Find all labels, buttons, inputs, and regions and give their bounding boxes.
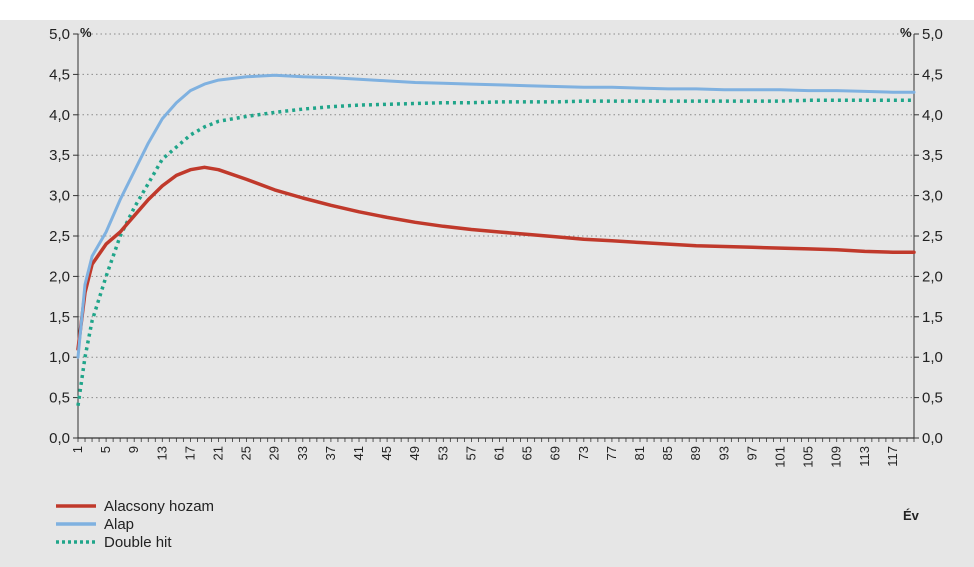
- x-tick-label: 105: [801, 446, 816, 468]
- y-tick-label-right: 4,5: [922, 66, 943, 83]
- y-tick-label-right: 0,0: [922, 430, 943, 447]
- y-tick-label-left: 2,0: [49, 268, 70, 285]
- y-tick-label-left: 1,0: [49, 349, 70, 366]
- y-tick-label-left: 4,0: [49, 107, 70, 124]
- x-tick-label: 41: [351, 446, 366, 460]
- y-tick-label-right: 0,5: [922, 390, 943, 407]
- x-tick-label: 25: [239, 446, 254, 460]
- legend-label: Alap: [104, 516, 134, 533]
- y-tick-label-right: 4,0: [922, 107, 943, 124]
- gridlines: [73, 33, 919, 439]
- x-tick-label: 101: [773, 446, 788, 468]
- series-line-alacsony-hozam: [76, 165, 916, 351]
- y-tick-label-left: 0,0: [49, 430, 70, 447]
- y-axis-left: 0,0 0,5 1,0 1,5 2,0 2,5 3,0 3,5 4,0 4,5 5,0: [49, 26, 70, 447]
- x-tick-label: 53: [435, 446, 450, 460]
- x-tick-label: 9: [126, 446, 141, 453]
- x-tick-label: 97: [744, 446, 759, 460]
- y-tick-label-left: 0,5: [49, 390, 70, 407]
- x-tick-label: 69: [548, 446, 563, 460]
- x-tick-label: 45: [379, 446, 394, 460]
- x-axis: 1 5 9 13 17 21 25 29 33 37 41 45 49 53 57 61 65 69 73 77 81 8…: [70, 446, 900, 468]
- y-tick-label-left: 4,5: [49, 66, 70, 83]
- x-tick-label: 61: [492, 446, 507, 460]
- y-tick-label-right: 2,5: [922, 228, 943, 245]
- x-tick-label: 65: [520, 446, 535, 460]
- x-axis-label: Év: [903, 508, 920, 523]
- legend-label: Double hit: [104, 534, 172, 551]
- y-unit-left: %: [80, 25, 92, 40]
- x-tick-label: 13: [154, 446, 169, 460]
- y-tick-label-right: 5,0: [922, 26, 943, 43]
- y-tick-label-left: 5,0: [49, 26, 70, 43]
- x-tick-label: 117: [885, 446, 900, 467]
- x-tick-label: 81: [632, 446, 647, 460]
- x-tick-label: 57: [463, 446, 478, 460]
- x-tick-label: 17: [182, 446, 197, 460]
- y-tick-label-left: 2,5: [49, 228, 70, 245]
- x-tick-label: 113: [857, 446, 872, 467]
- x-tick-label: 109: [829, 446, 844, 468]
- series-line-double-hit: [76, 98, 914, 406]
- x-tick-label: 33: [295, 446, 310, 460]
- x-tick-label: 1: [70, 446, 85, 453]
- x-tick-label: 85: [660, 446, 675, 460]
- y-tick-label-right: 2,0: [922, 268, 943, 285]
- y-tick-label-right: 1,5: [922, 309, 943, 326]
- y-tick-label-right: 3,0: [922, 188, 943, 205]
- y-tick-label-left: 1,5: [49, 309, 70, 326]
- chart-frame: 0,0 0,5 1,0 1,5 2,0 2,5 3,0 3,5 4,0 4,5 5,0 0,0 0,5…: [0, 20, 974, 567]
- y-tick-label-right: 1,0: [922, 349, 943, 366]
- x-tick-label: 77: [604, 446, 619, 460]
- y-axis-right: 0,0 0,5 1,0 1,5 2,0 2,5 3,0 3,5 4,0 4,5 5,0: [922, 26, 943, 447]
- x-tick-label: 73: [576, 446, 591, 460]
- series-lines: [76, 73, 916, 406]
- y-tick-label-right: 3,5: [922, 147, 943, 164]
- x-tick-label: 89: [688, 446, 703, 460]
- x-tick-label: 49: [407, 446, 422, 460]
- x-tick-label: 37: [323, 446, 338, 460]
- legend-label: Alacsony hozam: [104, 498, 214, 515]
- y-tick-label-left: 3,5: [49, 147, 70, 164]
- y-tick-label-left: 3,0: [49, 188, 70, 205]
- x-tick-label: 29: [267, 446, 282, 460]
- series-line-alap: [76, 73, 916, 359]
- x-tick-label: 93: [716, 446, 731, 460]
- line-chart: 0,0 0,5 1,0 1,5 2,0 2,5 3,0 3,5 4,0 4,5 5,0 0,0 0,5…: [49, 25, 943, 551]
- x-tick-label: 21: [211, 446, 226, 460]
- y-unit-right: %: [900, 25, 912, 40]
- axes: [77, 34, 915, 442]
- x-tick-label: 5: [98, 446, 113, 453]
